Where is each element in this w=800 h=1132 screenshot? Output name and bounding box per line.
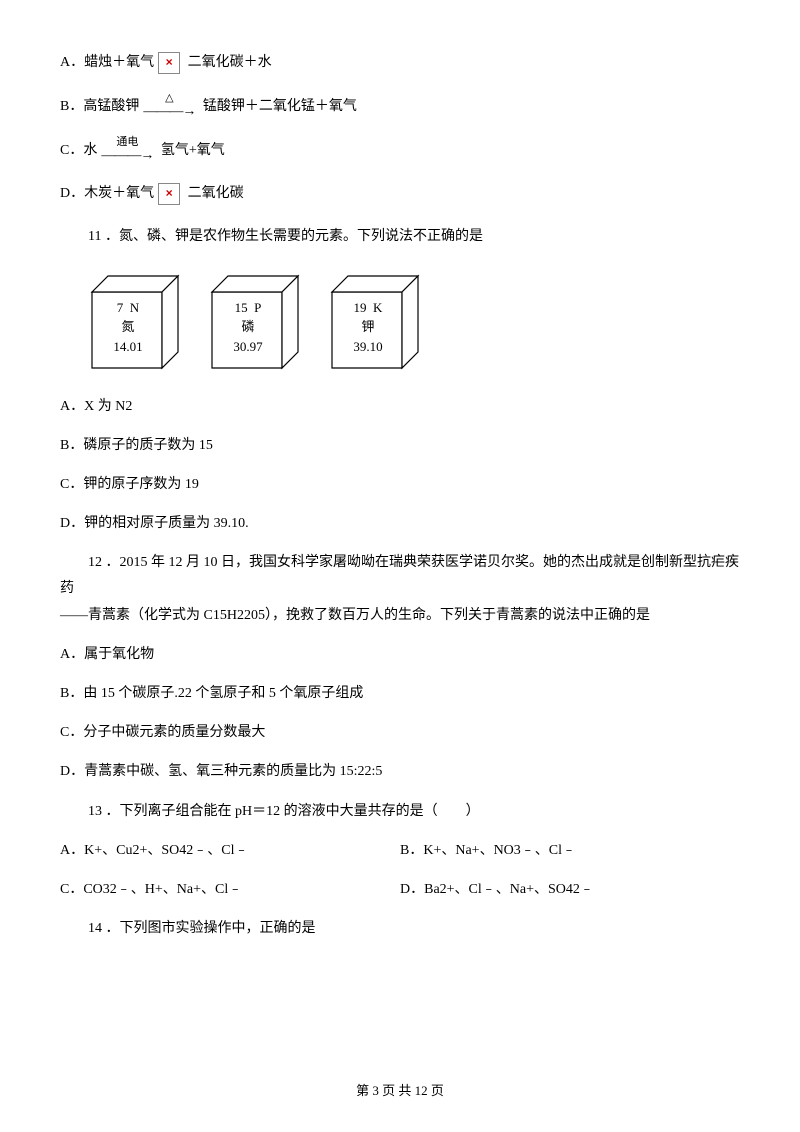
cube-num: 19 bbox=[354, 300, 367, 315]
q13-a: A．K+、Cu2+、SO42﹣、Cl﹣ bbox=[60, 838, 400, 863]
q14-stem: 14 ．下列图市实验操作中，正确的是 bbox=[60, 916, 740, 941]
q12-stem2: ——青蒿素（化学式为 C15H2205），挽救了数百万人的生命。下列关于青蒿素的… bbox=[60, 603, 740, 628]
cube-sym: P bbox=[254, 300, 261, 315]
option-d-tail: 二氧化碳 bbox=[184, 181, 244, 206]
cube-mass: 14.01 bbox=[113, 339, 142, 354]
q13-b: B．K+、Na+、NO3﹣、Cl﹣ bbox=[400, 838, 740, 863]
option-c-label: C．水 bbox=[60, 138, 97, 163]
arrow-shaft-icon: ———→ bbox=[143, 105, 195, 119]
q11-a: A．X 为 N2 bbox=[60, 394, 740, 419]
option-c-tail: 氢气+氧气 bbox=[157, 138, 224, 163]
q13-c: C．CO32﹣、H+、Na+、Cl﹣ bbox=[60, 877, 400, 902]
cube-k: 19 K 钾 39.10 bbox=[330, 270, 420, 370]
cube-n: 7 N 氮 14.01 bbox=[90, 270, 180, 370]
arrow-delta: △ ———→ bbox=[143, 93, 195, 119]
cube-text: 15 P 磷 30.97 bbox=[210, 298, 286, 357]
q12-c: C．分子中碳元素的质量分数最大 bbox=[60, 720, 740, 745]
broken-image-icon bbox=[158, 52, 180, 74]
q11-c: C．钾的原子序数为 19 bbox=[60, 472, 740, 497]
q13-row1: A．K+、Cu2+、SO42﹣、Cl﹣ B．K+、Na+、NO3﹣、Cl﹣ bbox=[60, 838, 740, 863]
cube-name: 氮 bbox=[121, 319, 134, 334]
cube-text: 7 N 氮 14.01 bbox=[90, 298, 166, 357]
cube-name: 钾 bbox=[361, 319, 374, 334]
option-a: A．蜡烛＋氧气 二氧化碳＋水 bbox=[60, 50, 740, 75]
option-b-label: B．高锰酸钾 bbox=[60, 94, 139, 119]
cube-num: 7 bbox=[117, 300, 124, 315]
element-cubes: 7 N 氮 14.01 15 P 磷 30.97 19 K 钾 39.10 bbox=[90, 270, 740, 370]
q13-d: D．Ba2+、Cl﹣、Na+、SO42﹣ bbox=[400, 877, 740, 902]
option-a-label: A．蜡烛＋氧气 bbox=[60, 50, 154, 75]
q13-row2: C．CO32﹣、H+、Na+、Cl﹣ D．Ba2+、Cl﹣、Na+、SO42﹣ bbox=[60, 877, 740, 902]
q11-d: D．钾的相对原子质量为 39.10. bbox=[60, 511, 740, 536]
cube-text: 19 K 钾 39.10 bbox=[330, 298, 406, 357]
option-c: C．水 通电 ———→ 氢气+氧气 bbox=[60, 137, 740, 163]
q11-b: B．磷原子的质子数为 15 bbox=[60, 433, 740, 458]
cube-sym: N bbox=[130, 300, 139, 315]
cube-mass: 39.10 bbox=[353, 339, 382, 354]
broken-image-icon bbox=[158, 183, 180, 205]
option-b: B．高锰酸钾 △ ———→ 锰酸钾＋二氧化锰＋氧气 bbox=[60, 93, 740, 119]
q12-a: A．属于氧化物 bbox=[60, 642, 740, 667]
option-d-label: D．木炭＋氧气 bbox=[60, 181, 154, 206]
q12-b: B．由 15 个碳原子.22 个氢原子和 5 个氧原子组成 bbox=[60, 681, 740, 706]
page-footer: 第 3 页 共 12 页 bbox=[0, 1079, 800, 1102]
cube-name: 磷 bbox=[241, 319, 254, 334]
option-a-tail: 二氧化碳＋水 bbox=[184, 50, 272, 75]
cube-p: 15 P 磷 30.97 bbox=[210, 270, 300, 370]
arrow-electric: 通电 ———→ bbox=[101, 137, 153, 163]
cube-num: 15 bbox=[235, 300, 248, 315]
option-d: D．木炭＋氧气 二氧化碳 bbox=[60, 181, 740, 206]
q11-stem: 11 ．氮、磷、钾是农作物生长需要的元素。下列说法不正确的是 bbox=[60, 224, 740, 249]
cube-sym: K bbox=[373, 300, 382, 315]
arrow-shaft-icon: ———→ bbox=[101, 149, 153, 163]
option-b-tail: 锰酸钾＋二氧化锰＋氧气 bbox=[199, 94, 357, 119]
q12-d: D．青蒿素中碳、氢、氧三种元素的质量比为 15:22:5 bbox=[60, 759, 740, 784]
q13-stem: 13 ．下列离子组合能在 pH＝12 的溶液中大量共存的是（ ） bbox=[60, 799, 740, 824]
cube-mass: 30.97 bbox=[233, 339, 262, 354]
q12-stem1: 12 ．2015 年 12 月 10 日，我国女科学家屠呦呦在瑞典荣获医学诺贝尔… bbox=[60, 550, 740, 600]
